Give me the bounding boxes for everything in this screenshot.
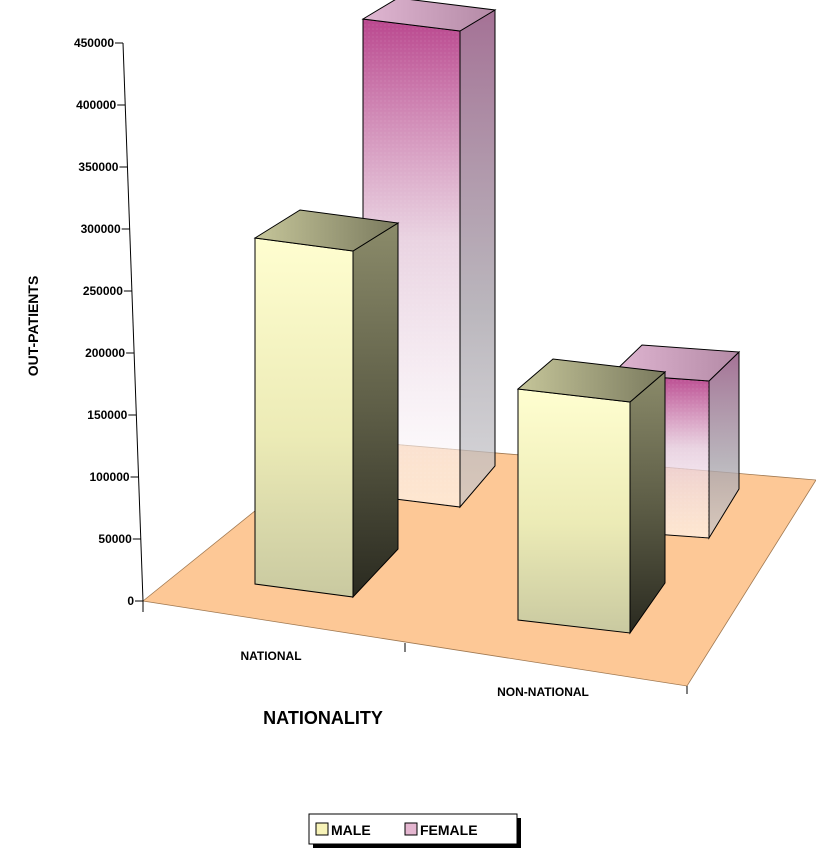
y-tick-label: 150000 — [87, 408, 127, 422]
y-axis: 0 50000 100000 150000 200000 250000 300000 3500… — [74, 36, 144, 608]
y-tick-label: 400000 — [76, 98, 116, 112]
bar-front-face — [254, 237, 354, 598]
y-tick-label: 0 — [127, 594, 134, 608]
bar-side-face — [352, 222, 399, 599]
legend-label-male: MALE — [331, 822, 371, 838]
bar-top-face — [253, 209, 400, 252]
legend-label-female: FEMALE — [420, 822, 478, 838]
x-axis — [142, 601, 688, 694]
bar-side-face — [459, 9, 496, 509]
y-tick-label: 450000 — [74, 36, 114, 50]
legend-swatch-male — [315, 822, 329, 836]
y-axis-title: OUT-PATIENTS — [25, 276, 41, 377]
y-tick-label: 200000 — [85, 346, 125, 360]
y-tick-group: 0 50000 100000 150000 200000 250000 300000 3500… — [74, 36, 143, 608]
x-tick-label: NATIONAL — [240, 649, 301, 663]
bar-top-face — [516, 358, 667, 403]
bar-male-non-national — [516, 358, 667, 635]
y-tick-label: 50000 — [98, 532, 132, 546]
y-tick-label: 300000 — [81, 222, 121, 236]
bar-group — [253, 0, 741, 635]
y-axis-line — [122, 42, 144, 602]
legend: MALE FEMALE — [308, 813, 521, 848]
x-axis-title: NATIONALITY — [263, 708, 383, 728]
y-tick-label: 350000 — [78, 160, 118, 174]
legend-swatch-female — [404, 822, 418, 836]
bar-front-face — [517, 388, 631, 634]
bar-male-national — [253, 209, 400, 599]
y-tick-label: 100000 — [90, 470, 130, 484]
y-tick-label: 250000 — [83, 284, 123, 298]
x-tick-label: NON-NATIONAL — [497, 685, 589, 699]
